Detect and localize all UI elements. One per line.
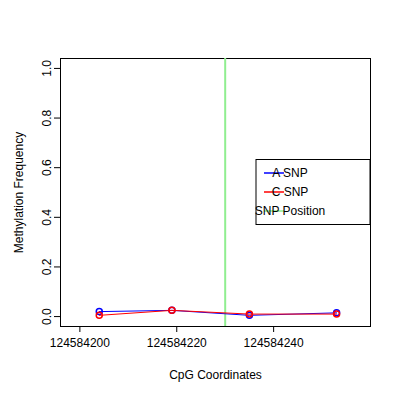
svg-text:0.2: 0.2	[40, 258, 54, 275]
svg-text:0.0: 0.0	[40, 308, 54, 325]
svg-text:124584220: 124584220	[147, 336, 207, 350]
svg-text:0.8: 0.8	[40, 109, 54, 126]
svg-text:0.6: 0.6	[40, 159, 54, 176]
svg-text:124584200: 124584200	[50, 336, 110, 350]
svg-text:CpG Coordinates: CpG Coordinates	[169, 368, 262, 382]
svg-text:C SNP: C SNP	[272, 185, 309, 199]
svg-text:124584240: 124584240	[244, 336, 304, 350]
svg-text:Methylation Frequency: Methylation Frequency	[12, 132, 26, 253]
svg-text:1.0: 1.0	[40, 60, 54, 77]
svg-text:SNP Position: SNP Position	[255, 204, 325, 218]
svg-text:0.4: 0.4	[40, 209, 54, 226]
svg-text:A SNP: A SNP	[272, 166, 307, 180]
